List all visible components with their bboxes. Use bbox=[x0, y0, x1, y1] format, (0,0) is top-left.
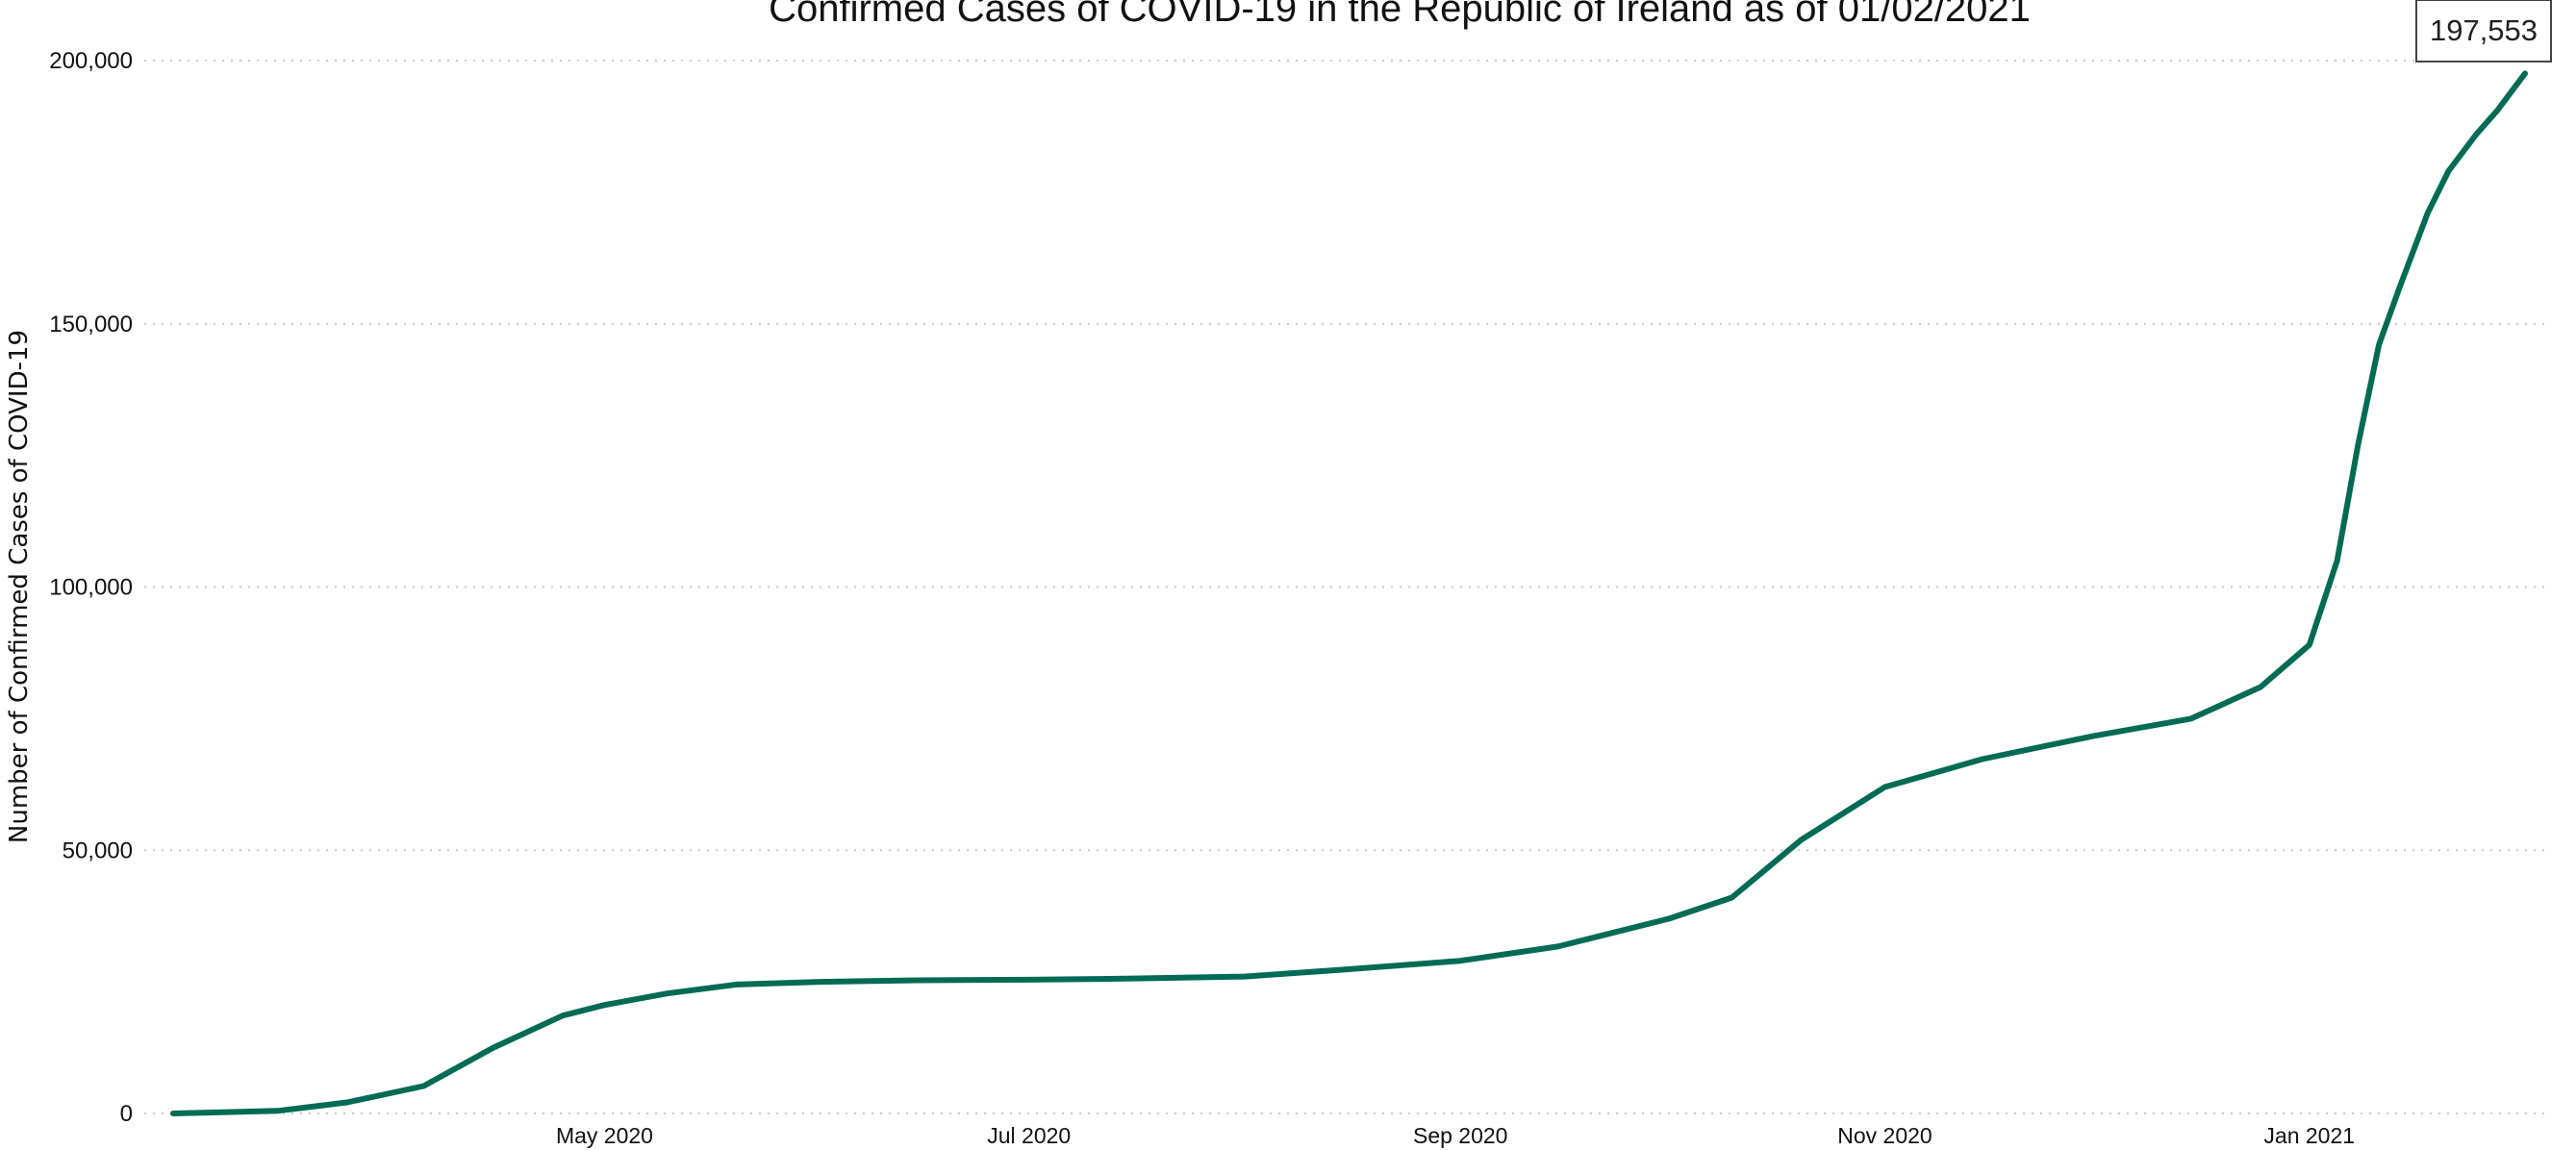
y-tick-label: 200,000 bbox=[49, 48, 133, 74]
x-tick-label: May 2020 bbox=[556, 1123, 653, 1148]
y-tick-label: 0 bbox=[120, 1101, 133, 1127]
chart-title: Confirmed Cases of COVID-19 in the Repub… bbox=[769, 0, 2031, 30]
latest-value-label: 197,553 bbox=[2430, 13, 2538, 47]
y-tick-label: 100,000 bbox=[49, 575, 133, 601]
y-axis-ticks: 0 50,000 100,000 150,000 200,000 bbox=[49, 48, 133, 1127]
x-tick-label: Jul 2020 bbox=[987, 1123, 1071, 1148]
y-tick-label: 50,000 bbox=[63, 838, 133, 863]
x-tick-label: Nov 2020 bbox=[1837, 1123, 1932, 1148]
x-tick-label: Jan 2021 bbox=[2263, 1123, 2355, 1148]
series-line bbox=[170, 70, 2528, 1116]
y-axis-label: Number of Confirmed Cases of COVID-19 bbox=[5, 330, 34, 843]
x-tick-label: Sep 2020 bbox=[1413, 1123, 1507, 1148]
x-axis-ticks: May 2020 Jul 2020 Sep 2020 Nov 2020 Jan 2021 bbox=[556, 1123, 2355, 1148]
y-tick-label: 150,000 bbox=[49, 312, 133, 338]
grid bbox=[144, 60, 2551, 1114]
latest-value-callout: 197,553 bbox=[2415, 0, 2552, 62]
latest-value-box bbox=[2415, 0, 2552, 62]
